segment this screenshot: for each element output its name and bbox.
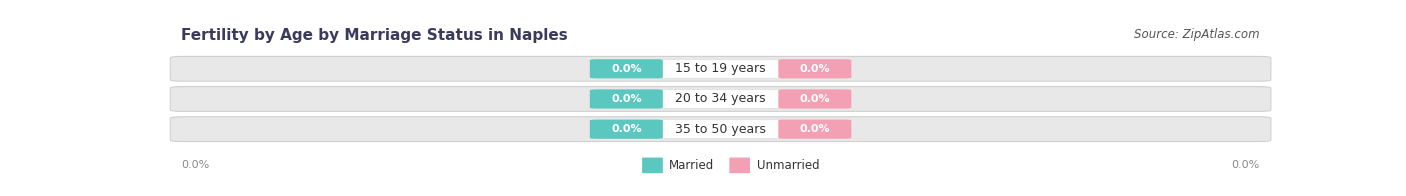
FancyBboxPatch shape [730,158,749,173]
Text: Unmarried: Unmarried [756,159,820,172]
FancyBboxPatch shape [170,87,1271,111]
FancyBboxPatch shape [170,56,1271,81]
Text: 0.0%: 0.0% [612,64,641,74]
FancyBboxPatch shape [591,89,662,109]
Text: Source: ZipAtlas.com: Source: ZipAtlas.com [1135,28,1260,41]
FancyBboxPatch shape [643,158,662,173]
Text: 0.0%: 0.0% [1232,160,1260,170]
FancyBboxPatch shape [591,59,662,78]
Text: Married: Married [669,159,714,172]
Text: 0.0%: 0.0% [181,160,209,170]
Text: 0.0%: 0.0% [800,64,830,74]
FancyBboxPatch shape [591,120,662,139]
Text: 35 to 50 years: 35 to 50 years [675,123,766,136]
FancyBboxPatch shape [655,120,786,139]
FancyBboxPatch shape [779,89,852,109]
Text: 0.0%: 0.0% [612,124,641,134]
FancyBboxPatch shape [655,90,786,108]
Text: 0.0%: 0.0% [612,94,641,104]
FancyBboxPatch shape [655,59,786,78]
Text: 0.0%: 0.0% [800,124,830,134]
Text: 0.0%: 0.0% [800,94,830,104]
FancyBboxPatch shape [779,120,852,139]
FancyBboxPatch shape [779,59,852,78]
FancyBboxPatch shape [170,117,1271,142]
Text: Fertility by Age by Marriage Status in Naples: Fertility by Age by Marriage Status in N… [181,28,568,43]
Text: 20 to 34 years: 20 to 34 years [675,93,766,105]
Text: 15 to 19 years: 15 to 19 years [675,62,766,75]
